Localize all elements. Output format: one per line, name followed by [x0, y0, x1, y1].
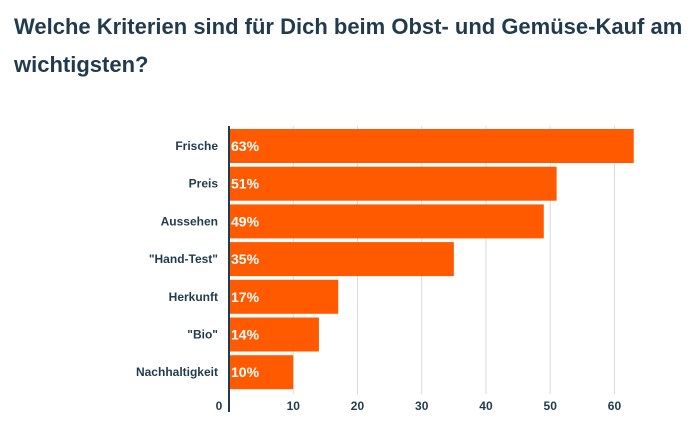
- category-label: Aussehen: [161, 214, 218, 228]
- category-label: Nachhaltigkeit: [136, 365, 218, 379]
- data-label: 51%: [231, 176, 260, 192]
- category-label: Frische: [175, 139, 218, 153]
- data-label: 35%: [231, 251, 260, 267]
- data-label: 14%: [231, 327, 260, 343]
- x-tick-label: 40: [479, 399, 493, 413]
- data-label: 49%: [231, 213, 260, 229]
- x-tick-label: 60: [608, 399, 622, 413]
- category-label: Herkunft: [169, 290, 218, 304]
- x-tick-label: 30: [415, 399, 429, 413]
- bar: [229, 317, 319, 352]
- data-label: 10%: [231, 364, 260, 380]
- x-axis-ticks: 0 10 20 30 40 50 60: [216, 399, 622, 413]
- bar: [229, 204, 544, 239]
- bar: [229, 355, 294, 390]
- category-labels: Frische Preis Aussehen "Hand-Test" Herkunft "…: [136, 139, 218, 379]
- x-tick-label: 10: [287, 399, 301, 413]
- bar: [229, 166, 557, 201]
- data-label: 63%: [231, 138, 260, 154]
- bar: [229, 279, 339, 314]
- bars: 63% 51% 49% 35% 17% 14% 10%: [229, 129, 634, 390]
- bar: [229, 129, 634, 163]
- x-tick-label: 50: [544, 399, 558, 413]
- data-label: 17%: [231, 289, 260, 305]
- x-tick-label: 0: [216, 399, 223, 413]
- x-tick-label: 20: [351, 399, 365, 413]
- category-label: "Bio": [187, 328, 218, 342]
- chart-title: Welche Kriterien sind für Dich beim Obst…: [14, 14, 683, 77]
- category-label: "Hand-Test": [149, 252, 218, 266]
- category-label: Preis: [189, 177, 219, 191]
- bar: [229, 242, 454, 277]
